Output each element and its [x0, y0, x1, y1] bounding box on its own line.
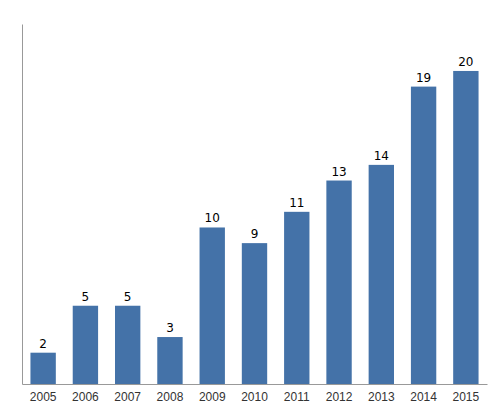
chart: 2005200620072008200920102011201220132014… [0, 0, 503, 420]
bar [284, 212, 309, 384]
bar [453, 71, 478, 384]
bar [326, 181, 351, 384]
bar [30, 353, 55, 384]
x-tick-label: 2009 [199, 390, 226, 404]
x-tick-label: 2014 [410, 390, 437, 404]
bar [369, 165, 394, 384]
data-label: 11 [289, 196, 304, 210]
x-tick: 2006 [72, 390, 99, 404]
x-tick: 2005 [30, 390, 57, 404]
x-tick-label: 2013 [368, 390, 395, 404]
bar [242, 243, 267, 384]
x-tick-label: 2007 [114, 390, 141, 404]
x-tick-label: 2006 [72, 390, 99, 404]
bar [200, 227, 225, 384]
bar [115, 306, 140, 384]
x-tick: 2013 [368, 390, 395, 404]
x-tick: 2015 [453, 390, 480, 404]
x-tick-label: 2015 [453, 390, 480, 404]
y-axis [22, 25, 23, 385]
y-axis-line [22, 25, 23, 385]
data-label: 2 [39, 337, 47, 351]
x-axis-line [23, 384, 488, 385]
bar [73, 306, 98, 384]
x-tick-label: 2008 [157, 390, 184, 404]
x-tick: 2011 [284, 390, 310, 404]
x-tick-label: 2011 [284, 390, 310, 404]
bar [157, 337, 182, 384]
data-label: 20 [458, 55, 473, 69]
plot: 2005200620072008200920102011201220132014… [23, 25, 488, 404]
x-tick: 2012 [326, 390, 353, 404]
bars [30, 71, 478, 384]
data-label: 13 [331, 165, 346, 179]
x-tick-label: 2005 [30, 390, 57, 404]
x-axis: 2005 2006 2007 2008 2009 2010 2011 2012 2013 2014… [23, 385, 488, 404]
bar [411, 87, 436, 384]
x-tick: 2010 [241, 390, 268, 404]
data-labels: 2 5 5 3 10 9 11 13 14 19 20 [39, 55, 473, 351]
x-tick: 2007 [114, 390, 141, 404]
x-tick: 2014 [410, 390, 437, 404]
data-label: 9 [251, 227, 259, 241]
data-label: 5 [82, 290, 90, 304]
data-label: 19 [416, 71, 431, 85]
x-tick-label: 2010 [241, 390, 268, 404]
data-label: 3 [166, 321, 174, 335]
data-label: 5 [124, 290, 132, 304]
data-label: 14 [374, 149, 389, 163]
x-tick: 2009 [199, 390, 226, 404]
data-label: 10 [205, 211, 220, 225]
x-tick: 2008 [157, 390, 184, 404]
x-tick-label: 2012 [326, 390, 353, 404]
